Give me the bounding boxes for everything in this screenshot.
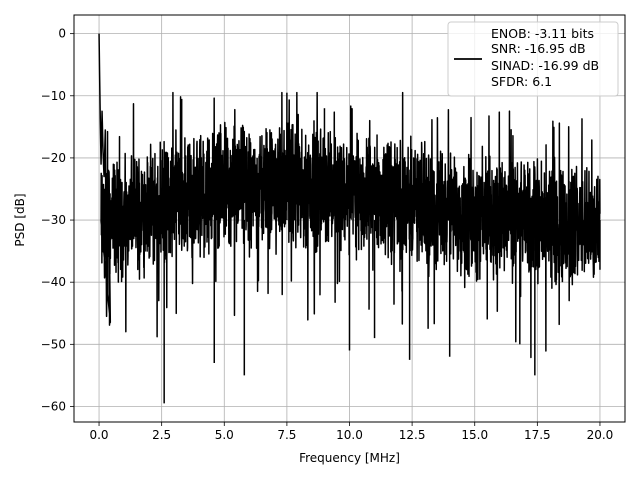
x-tick-label: 20.0 <box>587 428 614 442</box>
legend-sinad: SINAD: -16.99 dB <box>491 58 599 73</box>
y-axis-label: PSD [dB] <box>13 193 27 246</box>
x-tick-label: 17.5 <box>524 428 551 442</box>
x-tick-label: 10.0 <box>336 428 363 442</box>
legend-enob: ENOB: -3.11 bits <box>491 26 594 41</box>
y-tick-label: 0 <box>58 27 66 41</box>
x-tick-label: 15.0 <box>461 428 488 442</box>
x-tick-label: 5.0 <box>215 428 234 442</box>
legend-sfdr: SFDR: 6.1 <box>491 74 552 89</box>
x-tick-label: 7.5 <box>277 428 296 442</box>
x-tick-label: 2.5 <box>152 428 171 442</box>
tick-layer: 0.0 2.5 5.0 7.5 10.0 12.5 15.0 17.5 20.0 0 −10 −20 −… <box>41 27 614 442</box>
y-tick-label: −60 <box>41 399 66 413</box>
x-tick-label: 0.0 <box>89 428 108 442</box>
x-axis-label: Frequency [MHz] <box>299 451 400 465</box>
data-layer <box>98 33 601 404</box>
legend: ENOB: -3.11 bits SNR: -16.95 dB SINAD: -… <box>447 21 619 97</box>
y-tick-label: −10 <box>41 89 66 103</box>
x-tick-label: 12.5 <box>399 428 426 442</box>
y-tick-label: −50 <box>41 337 66 351</box>
legend-box <box>447 21 619 97</box>
psd-series-line <box>98 33 601 359</box>
y-tick-label: −20 <box>41 151 66 165</box>
y-tick-label: −30 <box>41 213 66 227</box>
y-tick-label: −40 <box>41 275 66 289</box>
legend-snr: SNR: -16.95 dB <box>491 41 586 56</box>
